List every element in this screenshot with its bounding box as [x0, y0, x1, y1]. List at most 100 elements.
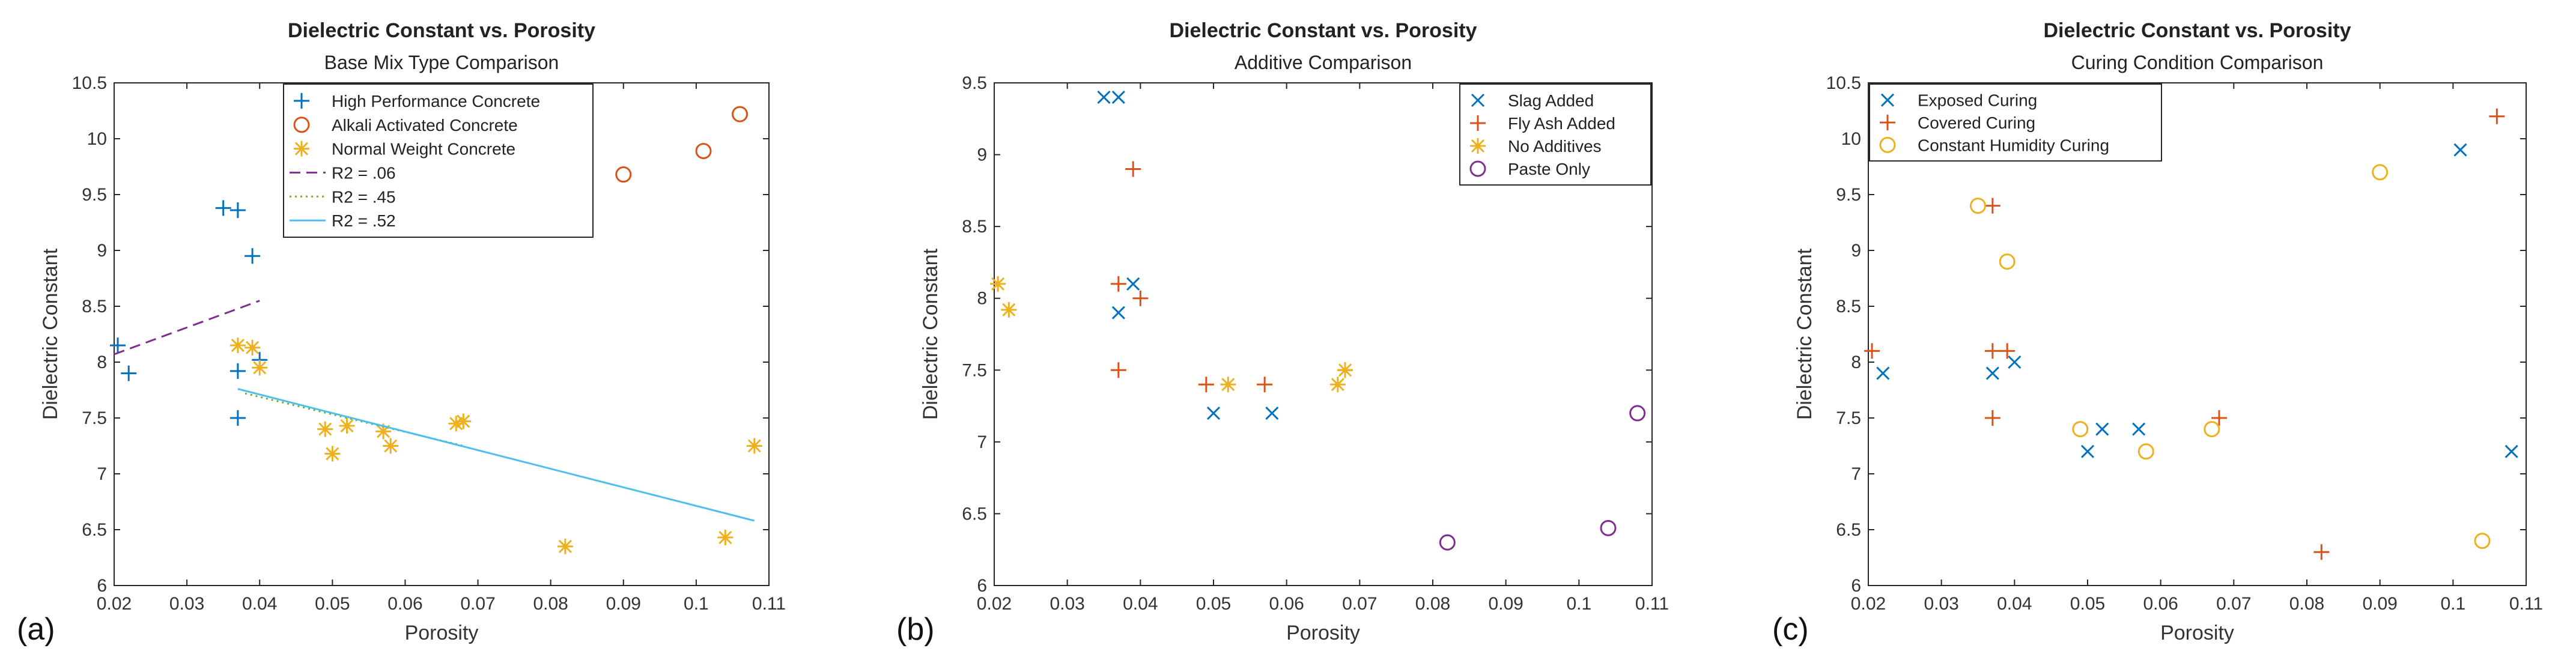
- series-1: [110, 200, 268, 426]
- y-tick-label: 7: [1851, 464, 1861, 484]
- y-tick-label: 8: [977, 289, 987, 309]
- chart-title: Dielectric Constant vs. Porosity: [288, 19, 595, 42]
- panel-label: (b): [896, 612, 935, 647]
- data-point: [229, 410, 246, 426]
- x-tick-label: 0.03: [169, 594, 204, 614]
- y-tick-label: 9: [977, 145, 987, 165]
- legend-swatch: [293, 117, 310, 133]
- x-tick-label: 0.02: [1851, 594, 1886, 614]
- data-point: [2211, 410, 2227, 426]
- y-tick-label: 10.5: [1826, 73, 1861, 93]
- data-point: [1984, 198, 2000, 214]
- legend-entry: Normal Weight Concrete: [332, 140, 515, 159]
- y-tick-label: 7.5: [1836, 408, 1861, 428]
- x-tick-label: 0.09: [1488, 594, 1523, 614]
- data-point: [1864, 343, 1880, 359]
- data-point: [1999, 253, 2016, 270]
- series-4: [1439, 405, 1646, 551]
- x-tick-label: 0.06: [1269, 594, 1304, 614]
- data-point: [375, 423, 392, 440]
- legend-entry: Slag Added: [1508, 91, 1594, 110]
- x-tick-label: 0.1: [2440, 594, 2465, 614]
- chart-subtitle: Additive Comparison: [1235, 52, 1412, 73]
- y-tick-label: 6: [1851, 576, 1861, 596]
- x-tick-label: 0.02: [97, 594, 132, 614]
- data-point: [215, 200, 231, 216]
- y-tick-label: 7: [977, 432, 987, 452]
- series-2: [615, 106, 749, 183]
- data-point: [324, 446, 341, 462]
- data-point: [615, 166, 632, 183]
- panel-label: (c): [1772, 612, 1809, 647]
- data-point: [121, 365, 137, 381]
- data-point: [1125, 161, 1141, 177]
- chart-subtitle: Base Mix Type Comparison: [324, 52, 559, 73]
- data-point: [1876, 366, 1890, 380]
- legend-entry: Paste Only: [1508, 160, 1590, 178]
- y-tick-label: 10: [1841, 129, 1861, 149]
- data-point: [2204, 421, 2220, 438]
- data-point: [717, 530, 734, 546]
- x-tick-label: 0.09: [606, 594, 641, 614]
- y-axis-label: Dielectric Constant: [1793, 248, 1816, 420]
- legend-swatch: [294, 141, 309, 157]
- legend-swatch: [1880, 115, 1895, 130]
- data-point: [1110, 362, 1126, 378]
- legend-box: [283, 83, 594, 238]
- panel-label: (a): [17, 612, 55, 647]
- x-tick-label: 0.06: [387, 594, 422, 614]
- data-point: [2137, 443, 2154, 460]
- data-point: [1999, 343, 2016, 359]
- fit-line: [237, 388, 755, 522]
- x-tick-label: 0.11: [1635, 594, 1669, 614]
- data-point: [2008, 355, 2022, 369]
- data-point: [2505, 444, 2518, 458]
- data-point: [2453, 143, 2467, 157]
- series-2: [1864, 108, 2505, 560]
- legend-swatch: [1880, 93, 1895, 107]
- data-point: [557, 538, 573, 554]
- legend-swatch: [1469, 160, 1486, 177]
- series-1: [1876, 143, 2518, 458]
- legend-entry: R2 = .45: [332, 187, 396, 206]
- legend: Slag Added Fly Ash Added No Additives Paste…: [1459, 83, 1651, 186]
- data-point: [2474, 533, 2491, 549]
- x-tick-label: 0.03: [1050, 594, 1084, 614]
- x-tick-label: 0.04: [1997, 594, 2032, 614]
- x-tick-label: 0.1: [684, 594, 709, 614]
- x-axis-label: Porosity: [405, 622, 479, 644]
- legend-swatch: [294, 92, 309, 109]
- data-point: [990, 276, 1006, 292]
- chart-title: Dielectric Constant vs. Porosity: [2043, 19, 2351, 42]
- y-tick-label: 9.5: [962, 73, 987, 93]
- data-point: [229, 338, 246, 354]
- y-tick-label: 10.5: [72, 73, 107, 93]
- x-tick-label: 0.08: [533, 594, 568, 614]
- y-tick-label: 8.5: [962, 217, 987, 237]
- data-point: [1984, 410, 2000, 426]
- legend-entry: R2 = .52: [332, 211, 396, 230]
- x-tick-label: 0.05: [315, 594, 350, 614]
- data-point: [1126, 277, 1140, 291]
- y-tick-label: 6.5: [962, 504, 987, 524]
- data-point: [1220, 377, 1236, 393]
- y-tick-label: 7: [97, 464, 107, 484]
- legend-entry: Exposed Curing: [1918, 91, 2037, 110]
- data-point: [110, 338, 126, 354]
- data-point: [1600, 519, 1617, 536]
- y-tick-label: 8: [97, 353, 107, 372]
- data-point: [2313, 544, 2330, 560]
- data-point: [245, 248, 261, 264]
- series-3: [229, 338, 762, 554]
- y-axis-label: Dielectric Constant: [39, 248, 62, 420]
- x-tick-label: 0.11: [752, 594, 786, 614]
- data-point: [1257, 377, 1273, 393]
- data-point: [2372, 164, 2389, 181]
- legend-entry: High Performance Concrete: [332, 92, 540, 110]
- legend-box: [1459, 83, 1651, 186]
- x-tick-label: 0.04: [242, 594, 277, 614]
- y-tick-label: 9.5: [82, 185, 107, 205]
- data-point: [746, 438, 762, 454]
- legend-swatch: [1470, 115, 1486, 131]
